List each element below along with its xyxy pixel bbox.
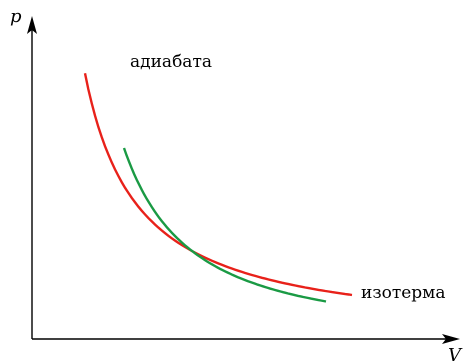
- x-axis-label: V: [448, 345, 463, 364]
- y-axis-label: p: [10, 6, 22, 27]
- y-axis-arrow: [27, 16, 37, 34]
- x-axis-arrow: [442, 334, 460, 344]
- adiabat-curve: [122, 147, 327, 303]
- isotherm-curve: [83, 73, 353, 297]
- adiabat-label: адиабата: [130, 52, 212, 72]
- isotherm-label: изотерма: [361, 283, 446, 303]
